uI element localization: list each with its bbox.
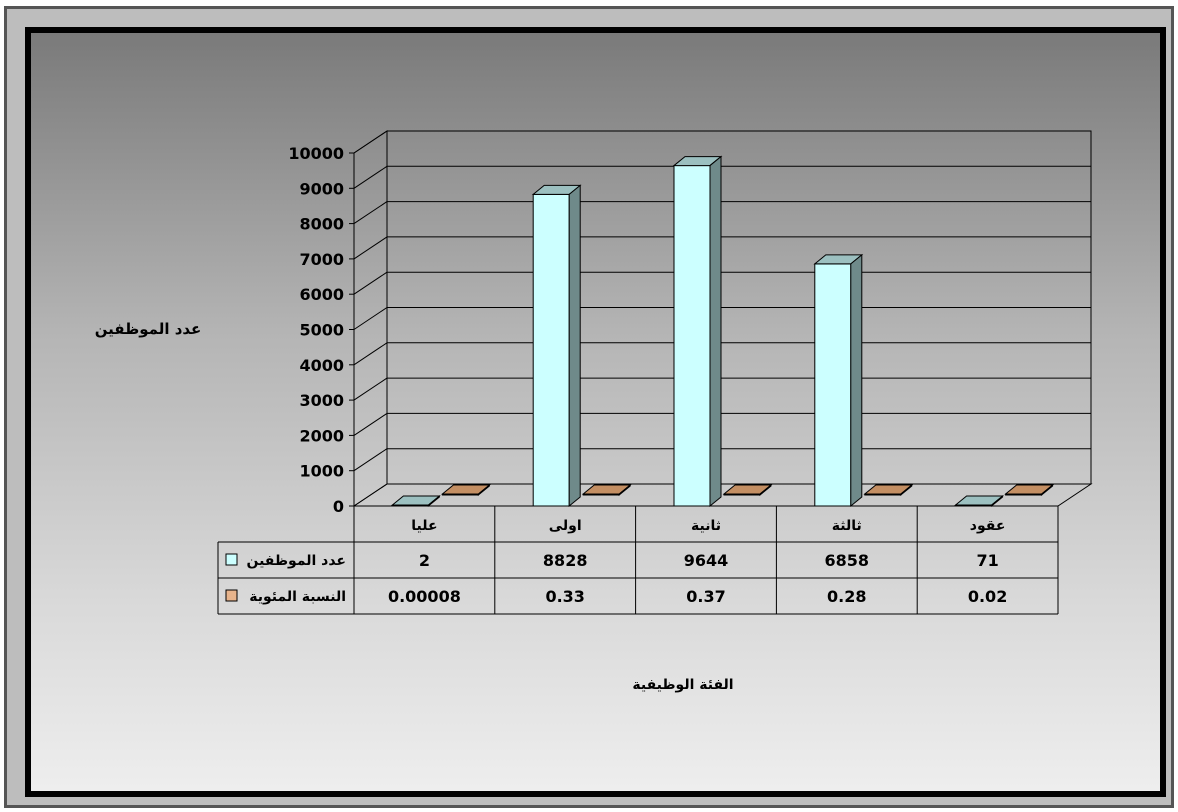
category-label: عقود	[970, 518, 1006, 534]
y-tick-label: 4000	[299, 356, 344, 375]
data-label: 0.28	[827, 587, 866, 606]
category-label: ثانية	[691, 518, 721, 534]
bar-employees-2	[672, 155, 723, 508]
gridline-side	[353, 130, 388, 154]
gridline-side	[353, 271, 388, 295]
bar-top	[581, 484, 632, 495]
data-label: 0.00008	[388, 587, 461, 606]
bar-top	[1004, 484, 1055, 495]
x-axis-title: الفئة الوظيفية	[632, 677, 733, 693]
y-axis-title: عدد الموظفين	[95, 320, 202, 338]
legend-key	[225, 589, 238, 602]
data-label: 9644	[684, 551, 729, 570]
category-label: اولى	[549, 518, 582, 534]
y-tick-label: 5000	[299, 321, 344, 340]
y-tick-label: 2000	[299, 426, 344, 445]
bar-percent-3	[863, 483, 914, 497]
bar-percent-2	[722, 483, 773, 497]
bar-top	[954, 495, 1005, 506]
data-label: 0.37	[686, 587, 725, 606]
bar-percent-1	[581, 483, 632, 497]
y-ticks: 0 1000 2000 3000 4000 5000 6000 7000 8000 9000 100…	[288, 144, 354, 516]
gridline-side	[353, 448, 388, 472]
bar-percent-4	[1004, 483, 1055, 497]
y-tick-label: 0	[333, 497, 344, 516]
data-label: 0.33	[545, 587, 584, 606]
bar-employees-1	[531, 184, 582, 508]
bar-side	[900, 483, 913, 497]
gridlines	[353, 130, 1091, 472]
y-tick-label: 1000	[299, 462, 344, 481]
bar-side	[1041, 483, 1054, 497]
bar-employees-4	[954, 494, 1005, 508]
data-label: 6858	[825, 551, 870, 570]
bar-employees-0	[390, 494, 441, 508]
bar-top	[440, 484, 491, 495]
y-tick-label: 3000	[299, 391, 344, 410]
data-table: عليا اولى ثانية ثالثة عقود عدد الموظفين 2 8828 9…	[217, 505, 1059, 615]
bar-percent-0	[440, 483, 491, 497]
bar-side	[618, 483, 631, 497]
data-label: 2	[419, 551, 430, 570]
gridline-side	[353, 236, 388, 260]
legend-key	[225, 553, 238, 566]
bar-side	[568, 184, 581, 508]
chart-walls	[352, 130, 1093, 507]
gridline-side	[353, 307, 388, 330]
legend-label: النسبة المئوية	[249, 589, 346, 605]
data-label: 0.02	[968, 587, 1007, 606]
category-label: عليا	[411, 518, 437, 534]
bar-side	[759, 483, 772, 497]
gridline-side	[353, 165, 388, 189]
y-tick-label: 6000	[299, 285, 344, 304]
bar-front	[532, 193, 570, 507]
bar-employees-3	[813, 253, 864, 508]
bar-top	[390, 495, 441, 506]
y-tick-label: 9000	[299, 179, 344, 198]
bar-top	[722, 484, 773, 495]
gridline-side	[353, 342, 388, 366]
y-tick-label: 7000	[299, 250, 344, 269]
bar-front	[673, 165, 711, 507]
bar-side	[850, 253, 863, 508]
data-label: 71	[976, 551, 998, 570]
chart-frame	[25, 27, 1166, 797]
bar-top	[863, 484, 914, 495]
bar-side	[477, 483, 490, 497]
gridline-side	[353, 377, 388, 401]
legend-label: عدد الموظفين	[246, 553, 346, 569]
bars	[390, 155, 1055, 508]
bar-front	[814, 263, 852, 507]
y-tick-label: 8000	[299, 215, 344, 234]
bar-side	[709, 155, 722, 508]
category-label: ثالثة	[832, 518, 862, 534]
outer-border	[4, 6, 1174, 808]
data-label: 8828	[543, 551, 588, 570]
y-tick-label: 10000	[288, 144, 344, 163]
gridline-side	[353, 201, 388, 225]
gridline-side	[353, 412, 388, 436]
